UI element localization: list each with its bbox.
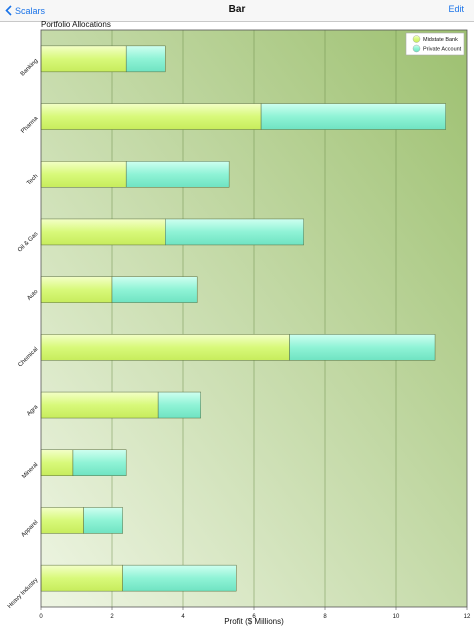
bar-private-account	[165, 218, 304, 246]
legend-marker-private-account	[412, 44, 421, 53]
y-tick-label: Pharma	[20, 115, 40, 135]
x-tick-label: 6	[252, 614, 256, 620]
y-tick-label: Apparel	[21, 520, 40, 539]
bar-midstate-bank	[40, 564, 123, 592]
bar-midstate-bank	[40, 449, 74, 476]
bar-midstate-bank	[40, 334, 290, 361]
bar-midstate-bank	[40, 391, 159, 419]
legend-label-private-account: Private Account	[423, 47, 462, 53]
back-button[interactable]: Scalars	[5, 3, 45, 18]
bar-private-account	[260, 103, 446, 130]
legend-label-midstate-bank: Midstate Bank	[423, 37, 458, 43]
legend-box	[405, 32, 465, 56]
bar-private-account	[83, 507, 123, 534]
bar-midstate-bank	[40, 161, 127, 188]
edit-button[interactable]: Edit	[448, 4, 464, 14]
x-tick-label: 0	[39, 614, 43, 620]
bar-midstate-bank	[40, 507, 84, 534]
legend-marker-midstate-bank	[412, 35, 421, 43]
y-tick-label: Oil & Gas	[17, 231, 39, 253]
bar-private-account	[122, 564, 237, 592]
y-tick-label: Chemical	[17, 347, 39, 369]
chevron-left-icon	[5, 5, 12, 16]
bar-private-account	[125, 161, 230, 188]
bar-midstate-bank	[40, 103, 262, 130]
bar-private-account	[111, 276, 198, 303]
chart-title: Portfolio Allocations	[41, 20, 111, 29]
x-tick-label: 8	[323, 614, 327, 620]
bar-private-account	[157, 391, 201, 419]
x-tick-label: 2	[110, 614, 114, 620]
y-tick-label: Auto	[26, 288, 39, 301]
bar-private-account	[289, 334, 436, 361]
y-tick-label: Agra	[26, 404, 40, 418]
x-tick-label: 10	[393, 614, 400, 620]
y-tick-label: Banking	[20, 58, 40, 78]
bar-midstate-bank	[40, 45, 127, 73]
x-tick-label: 4	[181, 614, 185, 620]
y-tick-label: Mineral	[21, 462, 39, 480]
bar-private-account	[125, 45, 166, 73]
back-button-label: Scalars	[15, 5, 46, 16]
bar-private-account	[72, 449, 127, 476]
y-tick-label: Heavy Industry	[7, 577, 40, 610]
bar-midstate-bank	[40, 218, 166, 246]
y-tick-label: Tech	[26, 173, 39, 186]
x-axis-label: Profit ($ Millions)	[224, 617, 284, 626]
bars	[40, 45, 446, 592]
x-tick-label: 12	[464, 614, 471, 620]
bar-midstate-bank	[40, 276, 113, 303]
legend: Midstate Bank Private Account	[405, 32, 465, 56]
